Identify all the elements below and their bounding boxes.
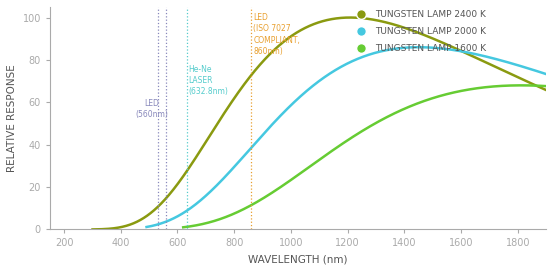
TUNGSTEN LAMP 2000 K: [494, 58, 500, 61]
Text: LED
(560nm): LED (560nm): [135, 99, 169, 119]
TUNGSTEN LAMP 1600 K: [417, 101, 424, 104]
Legend: TUNGSTEN LAMP 2400 K, TUNGSTEN LAMP 2000 K, TUNGSTEN LAMP 1600 K: TUNGSTEN LAMP 2400 K, TUNGSTEN LAMP 2000…: [349, 7, 489, 56]
TUNGSTEN LAMP 2400 K: [469, 55, 476, 58]
Line: TUNGSTEN LAMP 2400 K: TUNGSTEN LAMP 2400 K: [92, 18, 546, 230]
TUNGSTEN LAMP 2400 K: [347, 16, 353, 19]
TUNGSTEN LAMP 2400 K: [405, 27, 411, 31]
Line: TUNGSTEN LAMP 2000 K: TUNGSTEN LAMP 2000 K: [147, 47, 546, 227]
TUNGSTEN LAMP 2400 K: [89, 228, 96, 231]
TUNGSTEN LAMP 2000 K: [310, 84, 316, 87]
TUNGSTEN LAMP 1600 K: [211, 220, 217, 223]
TUNGSTEN LAMP 1600 K: [273, 188, 280, 191]
TUNGSTEN LAMP 2000 K: [320, 77, 326, 80]
Text: LED
(ISO 7027
COMPLIANT,
860nm): LED (ISO 7027 COMPLIANT, 860nm): [253, 13, 300, 56]
TUNGSTEN LAMP 1600 K: [518, 84, 525, 87]
TUNGSTEN LAMP 2400 K: [422, 34, 429, 37]
TUNGSTEN LAMP 2000 K: [366, 53, 373, 56]
TUNGSTEN LAMP 1600 K: [542, 85, 549, 88]
TUNGSTEN LAMP 1600 K: [465, 88, 472, 91]
TUNGSTEN LAMP 2400 K: [471, 55, 477, 59]
Text: He-Ne
LASER
(632.8nm): He-Ne LASER (632.8nm): [188, 65, 228, 96]
Y-axis label: RELATIVE RESPONSE: RELATIVE RESPONSE: [7, 64, 17, 172]
TUNGSTEN LAMP 1600 K: [233, 211, 240, 214]
TUNGSTEN LAMP 1600 K: [269, 191, 276, 194]
TUNGSTEN LAMP 2000 K: [542, 72, 549, 76]
TUNGSTEN LAMP 2000 K: [515, 64, 522, 67]
TUNGSTEN LAMP 2000 K: [415, 46, 422, 49]
TUNGSTEN LAMP 2400 K: [542, 88, 549, 92]
TUNGSTEN LAMP 2400 K: [305, 25, 312, 28]
Line: TUNGSTEN LAMP 1600 K: TUNGSTEN LAMP 1600 K: [183, 85, 546, 227]
TUNGSTEN LAMP 2400 K: [106, 227, 113, 230]
TUNGSTEN LAMP 2000 K: [143, 225, 150, 229]
X-axis label: WAVELENGTH (nm): WAVELENGTH (nm): [248, 254, 348, 264]
TUNGSTEN LAMP 1600 K: [180, 226, 186, 229]
TUNGSTEN LAMP 2000 K: [541, 72, 548, 75]
